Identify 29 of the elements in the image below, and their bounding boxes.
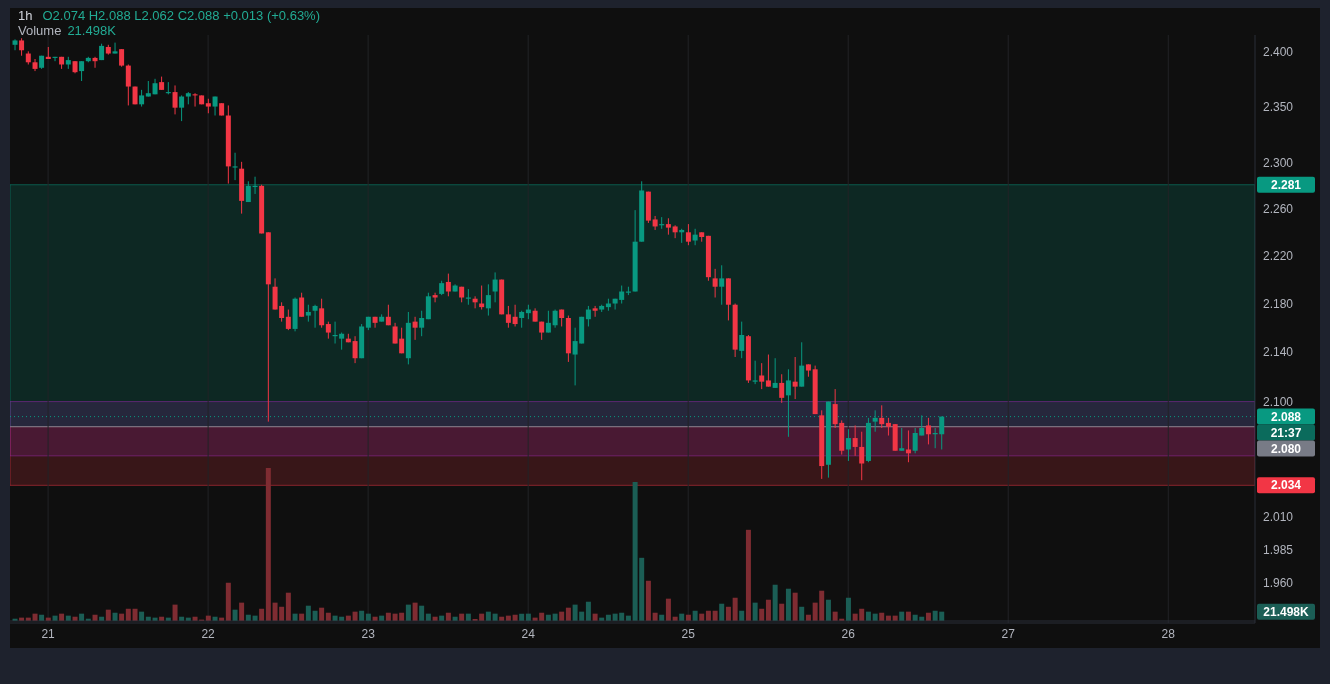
text: 21.498K bbox=[1263, 604, 1310, 619]
band-label: 2.034 bbox=[1270, 478, 1302, 493]
y-tick-label: 2.220 bbox=[1263, 249, 1294, 264]
chart-subtitle: O2.074 H2.088 L2.062 C2.088 +0.013 (+0.63%) bbox=[42, 8, 321, 23]
x-tick-label: 24 bbox=[521, 626, 536, 641]
x-tick-label: 28 bbox=[1161, 626, 1176, 641]
text: 21.498K bbox=[67, 23, 116, 38]
y-tick-label: 2.100 bbox=[1263, 394, 1294, 409]
x-tick-label: 26 bbox=[841, 626, 856, 641]
x-tick-label: 22 bbox=[201, 626, 216, 641]
chart-title: 1h bbox=[18, 8, 33, 23]
y-tick-label: 2.140 bbox=[1263, 345, 1294, 360]
y-tick-label: 1.960 bbox=[1263, 575, 1294, 590]
text: 21:37 bbox=[1270, 425, 1302, 440]
y-tick-label: 2.350 bbox=[1263, 99, 1294, 114]
y-tick-label: 2.300 bbox=[1263, 156, 1294, 171]
x-tick-label: 27 bbox=[1001, 626, 1016, 641]
y-tick-label: 1.985 bbox=[1263, 542, 1294, 557]
text: Volume bbox=[18, 23, 62, 38]
ref-line-label: 2.088 bbox=[1270, 409, 1302, 424]
y-tick-label: 2.010 bbox=[1263, 509, 1294, 524]
y-tick-label: 2.180 bbox=[1263, 296, 1294, 311]
x-tick-label: 23 bbox=[361, 626, 376, 641]
band-label: 2.281 bbox=[1270, 177, 1302, 192]
y-tick-label: 2.260 bbox=[1263, 202, 1294, 217]
y-tick-label: 2.400 bbox=[1263, 44, 1294, 59]
x-tick-label: 25 bbox=[681, 626, 696, 641]
ref-line-label: 2.080 bbox=[1270, 441, 1302, 456]
x-tick-label: 21 bbox=[41, 626, 56, 641]
